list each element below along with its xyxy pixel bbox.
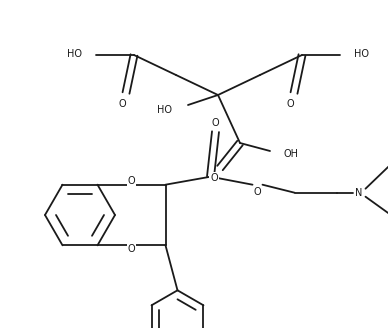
Text: HO: HO [67, 49, 82, 59]
Text: O: O [210, 173, 218, 183]
Text: O: O [118, 99, 126, 109]
Text: O: O [254, 187, 261, 197]
Text: O: O [286, 99, 294, 109]
Text: N: N [355, 188, 362, 198]
Text: HO: HO [157, 105, 172, 115]
Text: HO: HO [354, 49, 369, 59]
Text: OH: OH [284, 149, 299, 159]
Text: O: O [128, 244, 135, 254]
Text: O: O [212, 118, 219, 128]
Text: O: O [128, 176, 135, 186]
